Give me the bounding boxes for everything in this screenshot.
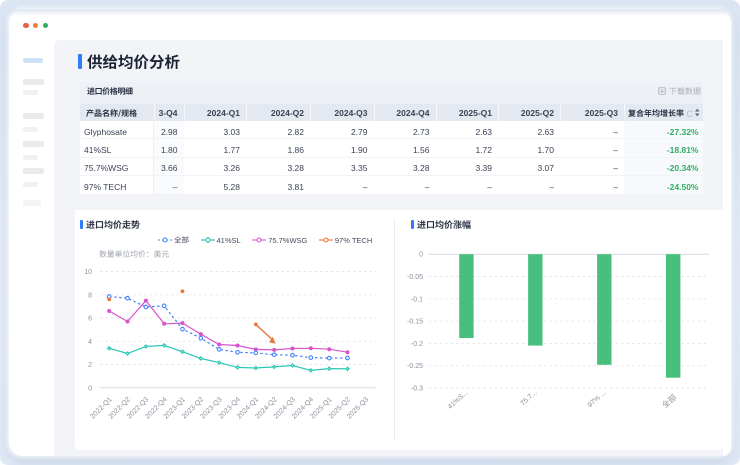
svg-text:97% ...: 97% ... [587, 389, 608, 409]
svg-text:-0.15: -0.15 [407, 319, 423, 326]
svg-text:-0.2: -0.2 [411, 341, 423, 348]
svg-text:-0.3: -0.3 [411, 386, 423, 393]
svg-text:0: 0 [88, 385, 92, 392]
svg-text:6: 6 [88, 316, 92, 323]
svg-text:4: 4 [88, 339, 92, 346]
svg-text:2: 2 [88, 362, 92, 369]
svg-text:-0.25: -0.25 [407, 363, 423, 370]
svg-text:41%S...: 41%S... [447, 389, 470, 411]
svg-text:-0.05: -0.05 [407, 274, 423, 281]
svg-text:-0.1: -0.1 [411, 296, 423, 303]
svg-text:0: 0 [419, 252, 423, 259]
svg-text:75.7...: 75.7... [519, 389, 538, 407]
svg-text:10: 10 [84, 269, 92, 276]
svg-text:8: 8 [88, 292, 92, 299]
